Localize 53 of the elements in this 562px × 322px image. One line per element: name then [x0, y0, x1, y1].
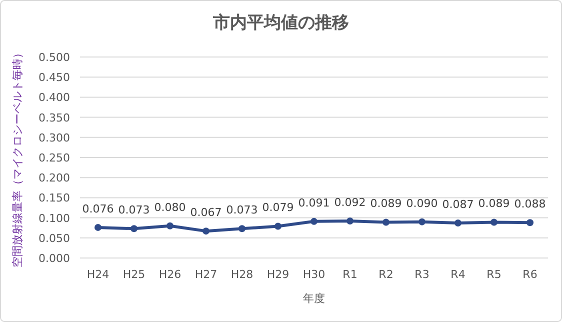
data-label: 0.080 — [154, 200, 186, 214]
x-tick-label: R6 — [522, 268, 538, 281]
point — [274, 222, 282, 230]
data-label: 0.090 — [406, 196, 438, 210]
point — [238, 225, 246, 232]
x-tick-label: R3 — [414, 268, 430, 281]
y-tick-label: 0.100 — [38, 212, 70, 225]
x-axis-title: 年度 — [303, 292, 325, 305]
x-tick-label: R1 — [342, 268, 358, 281]
data-label: 0.073 — [118, 204, 150, 217]
y-tick-label: 0.450 — [38, 71, 70, 84]
x-tick-label: H27 — [194, 268, 218, 281]
point — [130, 225, 138, 232]
x-tick-label: R5 — [486, 268, 502, 281]
y-tick-label: 0.200 — [38, 172, 70, 185]
y-tick-label: 0.050 — [38, 232, 70, 245]
point — [310, 218, 318, 225]
x-tick-label: H24 — [86, 268, 110, 281]
point — [454, 220, 462, 227]
data-label: 0.079 — [262, 201, 294, 214]
y-axis-title: 空間放射線量率（マイクロシーベルト毎時） — [11, 48, 24, 268]
y-tick-label: 0.400 — [38, 91, 70, 104]
data-label: 0.092 — [334, 196, 366, 210]
point — [490, 218, 498, 226]
y-tick-label: 0.350 — [38, 111, 70, 124]
y-tick-label: 0.000 — [38, 252, 70, 265]
point — [166, 222, 174, 230]
x-tick-label: R2 — [378, 268, 394, 281]
y-tick-label: 0.500 — [38, 51, 70, 64]
point — [94, 224, 102, 231]
y-tick-label: 0.250 — [38, 152, 70, 164]
x-tick-label: H25 — [122, 268, 146, 281]
chart-title: 市内平均値の推移 — [212, 13, 349, 33]
data-label: 0.088 — [514, 198, 546, 211]
point — [526, 219, 534, 226]
data-label: 0.089 — [370, 197, 402, 210]
data-label: 0.073 — [226, 204, 258, 217]
point — [346, 218, 354, 225]
data-label: 0.091 — [298, 196, 330, 210]
data-label: 0.089 — [478, 197, 510, 210]
x-tick-label: H28 — [230, 268, 254, 281]
point — [202, 228, 210, 235]
x-tick-label: H30 — [302, 268, 326, 281]
x-tick-label: H29 — [266, 268, 290, 281]
data-label: 0.087 — [442, 198, 474, 212]
point — [382, 218, 390, 226]
point — [418, 218, 426, 226]
x-tick-label: R4 — [450, 268, 466, 281]
y-tick-label: 0.300 — [38, 131, 70, 144]
data-label: 0.067 — [190, 206, 222, 220]
x-tick-label: H26 — [158, 268, 182, 281]
y-tick-label: 0.150 — [38, 192, 70, 205]
data-label: 0.076 — [82, 202, 114, 216]
